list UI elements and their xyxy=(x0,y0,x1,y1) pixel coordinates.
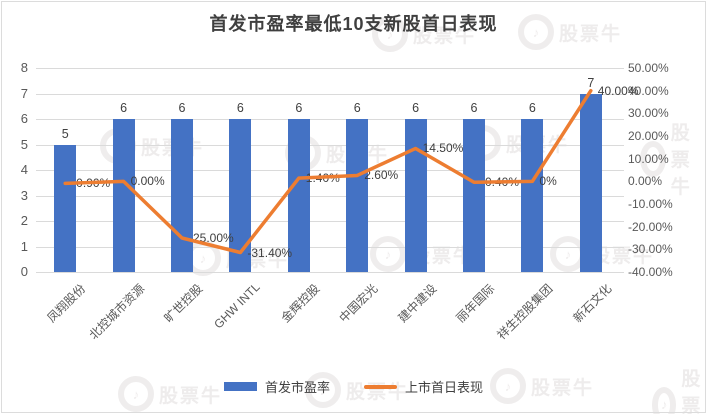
line-value-label: 40.00% xyxy=(597,83,639,98)
bar xyxy=(579,93,602,272)
legend-label-pe: 首发市盈率 xyxy=(264,380,330,395)
left-axis-tick-label: 1 xyxy=(20,238,28,254)
category-label: 新石文化 xyxy=(570,281,615,326)
left-axis-tick-label: 8 xyxy=(20,60,28,75)
bar xyxy=(171,119,193,272)
right-axis-tick-label: 20.00% xyxy=(628,129,669,143)
bar-value-label: 6 xyxy=(412,101,420,115)
right-axis-tick-label: -30.00% xyxy=(628,242,673,257)
watermark-logo: ♪股票牛 xyxy=(490,368,594,404)
watermark-text: 股票牛 xyxy=(559,23,623,45)
watermark-bull-icon: ♪ xyxy=(372,16,408,52)
left-axis-tick-label: 6 xyxy=(20,111,28,126)
right-axis-tick-label: -20.00% xyxy=(628,219,673,234)
bar-value-label: 7 xyxy=(587,75,595,90)
category-label: 北控城市资源 xyxy=(86,281,147,343)
watermark-text: 股票牛 xyxy=(413,25,477,47)
watermark-bull-icon: ♪ xyxy=(640,140,666,177)
left-axis-tick-label: 4 xyxy=(20,162,28,177)
left-axis-tick-label: 3 xyxy=(20,187,28,203)
category-label: 建中建设 xyxy=(395,281,439,326)
bar-value-label: 6 xyxy=(353,101,361,115)
line-value-label: -25.00% xyxy=(189,231,234,245)
bar-value-label: 6 xyxy=(528,101,536,115)
watermark-text: 股票牛 xyxy=(531,377,595,399)
bar xyxy=(112,119,135,272)
watermark-logo: ♪股票牛 xyxy=(305,372,409,408)
watermark-bull-icon: ♪ xyxy=(490,368,526,404)
category-label: 祥生控股集团 xyxy=(494,281,556,343)
left-axis-tick-label: 0 xyxy=(20,264,28,279)
right-axis-tick-label: 40.00% xyxy=(628,83,669,98)
legend: 首发市盈率 上市首日表现 xyxy=(0,377,707,396)
left-axis-tick-label: 2 xyxy=(20,213,28,228)
watermark-logo: ♪股票牛 xyxy=(518,14,622,50)
bar-value-label: 6 xyxy=(178,101,186,115)
watermark-logo: ♪股票牛 xyxy=(118,376,222,412)
right-axis-tick-label: -40.00% xyxy=(628,265,673,279)
category-label: 凤翔股份 xyxy=(44,281,89,326)
bar-value-label: 6 xyxy=(470,101,478,115)
watermark-bull-icon: ♪ xyxy=(652,386,677,414)
line-value-label: -0.90% xyxy=(72,176,111,191)
category-label: 中国宏光 xyxy=(336,281,381,326)
watermark-logo: ♪股票牛 xyxy=(640,118,707,199)
left-axis-tick-label: 5 xyxy=(20,136,28,152)
bar xyxy=(54,144,77,272)
line-value-label: 0% xyxy=(539,174,557,189)
category-label: 金辉控股 xyxy=(278,281,323,326)
watermark-bull-icon: ♪ xyxy=(118,376,154,412)
legend-item-pe: 首发市盈率 xyxy=(223,377,330,396)
watermark-text: 股票牛 xyxy=(670,123,692,198)
bar-value-label: 6 xyxy=(295,101,303,115)
category-label: 丽年国际 xyxy=(453,281,498,326)
gridline xyxy=(36,68,624,69)
watermark-bull-icon: ♪ xyxy=(518,14,554,50)
bar-value-label: 6 xyxy=(120,101,128,115)
bar xyxy=(521,119,544,272)
bar-value-label: 6 xyxy=(236,101,244,115)
watermark-text: 股票牛 xyxy=(681,369,703,414)
line-value-label: 0.00% xyxy=(130,174,165,189)
right-axis-tick-label: 10.00% xyxy=(628,151,669,166)
line-series-swatch-icon xyxy=(364,384,397,389)
bar xyxy=(346,119,369,272)
category-label: 旷世控股 xyxy=(161,281,206,326)
watermark-logo: ♪股票牛 xyxy=(372,16,476,52)
chart-title: 首发市盈率最低10支新股首日表现 xyxy=(209,14,498,34)
line-value-label: -0.40% xyxy=(481,175,520,190)
left-axis-tick-label: 7 xyxy=(20,85,28,101)
gridline xyxy=(36,93,624,95)
right-axis-tick-label: -10.00% xyxy=(628,197,673,211)
category-label: GHW INTL xyxy=(210,280,263,332)
legend-item-firstday: 上市首日表现 xyxy=(364,377,483,396)
line-value-label: -31.40% xyxy=(247,245,293,260)
line-value-label: 14.50% xyxy=(422,141,464,156)
line-value-label: 2.60% xyxy=(364,168,399,183)
watermark-logo: ♪股票牛 xyxy=(652,364,707,414)
right-axis-tick-label: 0.00% xyxy=(628,174,663,189)
right-axis-tick-label: 50.00% xyxy=(628,61,669,75)
bar-value-label: 5 xyxy=(61,126,69,141)
watermark-bull-icon: ♪ xyxy=(305,372,341,408)
line-value-label: 1.40% xyxy=(305,171,340,186)
right-axis-tick-label: 30.00% xyxy=(628,106,669,121)
watermark-text: 股票牛 xyxy=(159,385,223,407)
bar xyxy=(463,119,485,272)
legend-label-firstday: 上市首日表现 xyxy=(405,380,484,395)
watermark-text: 股票牛 xyxy=(591,245,655,267)
bar-series-swatch-icon xyxy=(223,382,257,391)
gridline xyxy=(36,272,624,273)
